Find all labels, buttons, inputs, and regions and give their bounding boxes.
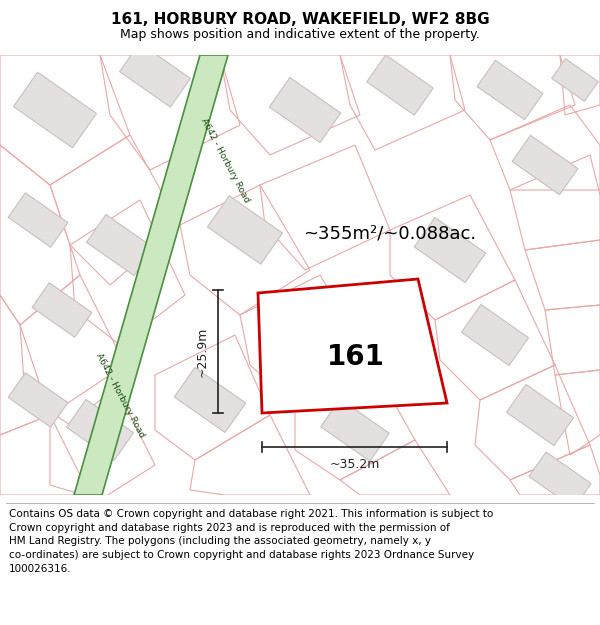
Polygon shape [414, 217, 486, 282]
Polygon shape [13, 72, 97, 148]
Polygon shape [8, 192, 68, 248]
Polygon shape [512, 135, 578, 195]
Text: 161, HORBURY ROAD, WAKEFIELD, WF2 8BG: 161, HORBURY ROAD, WAKEFIELD, WF2 8BG [110, 12, 490, 27]
Polygon shape [477, 60, 543, 120]
Text: ~35.2m: ~35.2m [329, 459, 380, 471]
Polygon shape [552, 59, 598, 101]
Text: Map shows position and indicative extent of the property.: Map shows position and indicative extent… [120, 28, 480, 41]
Polygon shape [174, 368, 246, 432]
Polygon shape [8, 372, 68, 428]
Polygon shape [86, 214, 154, 276]
Polygon shape [320, 399, 389, 461]
Text: ~25.9m: ~25.9m [196, 326, 209, 377]
Polygon shape [506, 384, 574, 446]
Polygon shape [32, 282, 92, 338]
Text: A642 - Horbury Road: A642 - Horbury Road [199, 116, 251, 204]
Polygon shape [67, 399, 134, 461]
Polygon shape [258, 279, 447, 413]
Polygon shape [119, 43, 190, 107]
Polygon shape [208, 196, 283, 264]
Polygon shape [367, 55, 433, 115]
Text: Contains OS data © Crown copyright and database right 2021. This information is : Contains OS data © Crown copyright and d… [9, 509, 493, 574]
Polygon shape [269, 78, 341, 142]
Text: 161: 161 [328, 343, 385, 371]
Text: ~355m²/~0.088ac.: ~355m²/~0.088ac. [304, 224, 476, 242]
Polygon shape [74, 55, 228, 495]
Text: A642 - Horbury Road: A642 - Horbury Road [94, 351, 146, 439]
Polygon shape [461, 304, 529, 366]
Polygon shape [529, 452, 591, 508]
